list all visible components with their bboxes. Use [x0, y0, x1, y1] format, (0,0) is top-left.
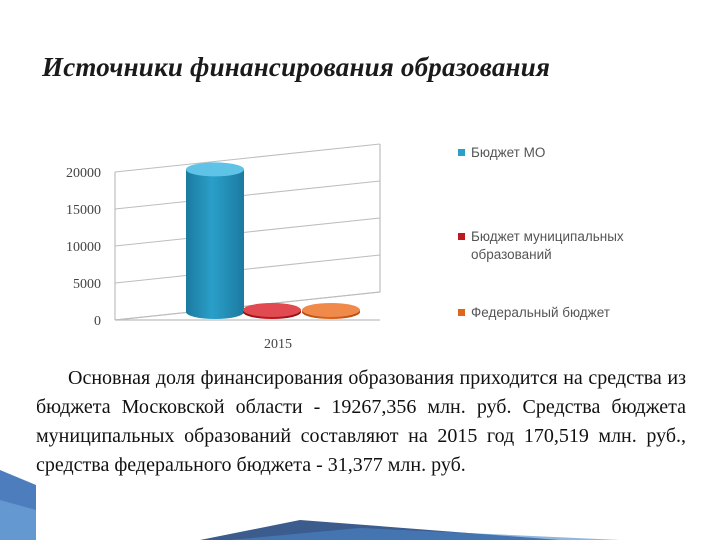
y-tick-label: 5000: [73, 277, 101, 292]
gridline: [114, 291, 381, 321]
gridline: [114, 254, 381, 284]
summary-paragraph: Основная доля финансирования образования…: [36, 367, 686, 476]
bar-top-1: [186, 162, 244, 177]
gridline: [114, 217, 381, 247]
x-axis-ticks: 2015: [264, 337, 292, 352]
legend-item-federal: Федеральный бюджет: [458, 304, 681, 322]
legend-item-municipal: Бюджет муниципальных образований: [458, 228, 681, 264]
legend-swatch-budget-mo: [458, 149, 465, 156]
decorative-corner-stripes: [0, 470, 620, 540]
bars: [186, 162, 360, 319]
y-tick-label: 15000: [66, 203, 101, 218]
slide-title: Источники финансирования образования: [42, 52, 551, 82]
y-axis-ticks: 0 5000 10000 15000 20000: [66, 166, 101, 329]
y-tick-label: 20000: [66, 166, 101, 181]
y-tick-label: 10000: [66, 240, 101, 255]
legend-swatch-federal: [458, 309, 465, 316]
gridline: [114, 180, 381, 210]
bar-top-2: [243, 303, 301, 317]
y-tick-label: 0: [94, 314, 101, 329]
chart-grid: [114, 143, 381, 321]
legend-item-budget-mo: Бюджет МО: [458, 144, 681, 162]
legend-label-budget-mo: Бюджет МО: [471, 145, 546, 160]
legend-label-municipal: Бюджет муниципальных образований: [471, 229, 624, 262]
x-tick-label: 2015: [264, 337, 292, 352]
bar-top-3: [302, 303, 360, 317]
legend-swatch-municipal: [458, 233, 465, 240]
funding-chart: 0 5000 10000 15000 20000 2015: [66, 143, 381, 352]
summary-text: Основная доля финансирования образования…: [36, 364, 686, 480]
gridline: [114, 143, 381, 173]
bar-1: [186, 169, 244, 319]
legend-label-federal: Федеральный бюджет: [471, 305, 610, 320]
